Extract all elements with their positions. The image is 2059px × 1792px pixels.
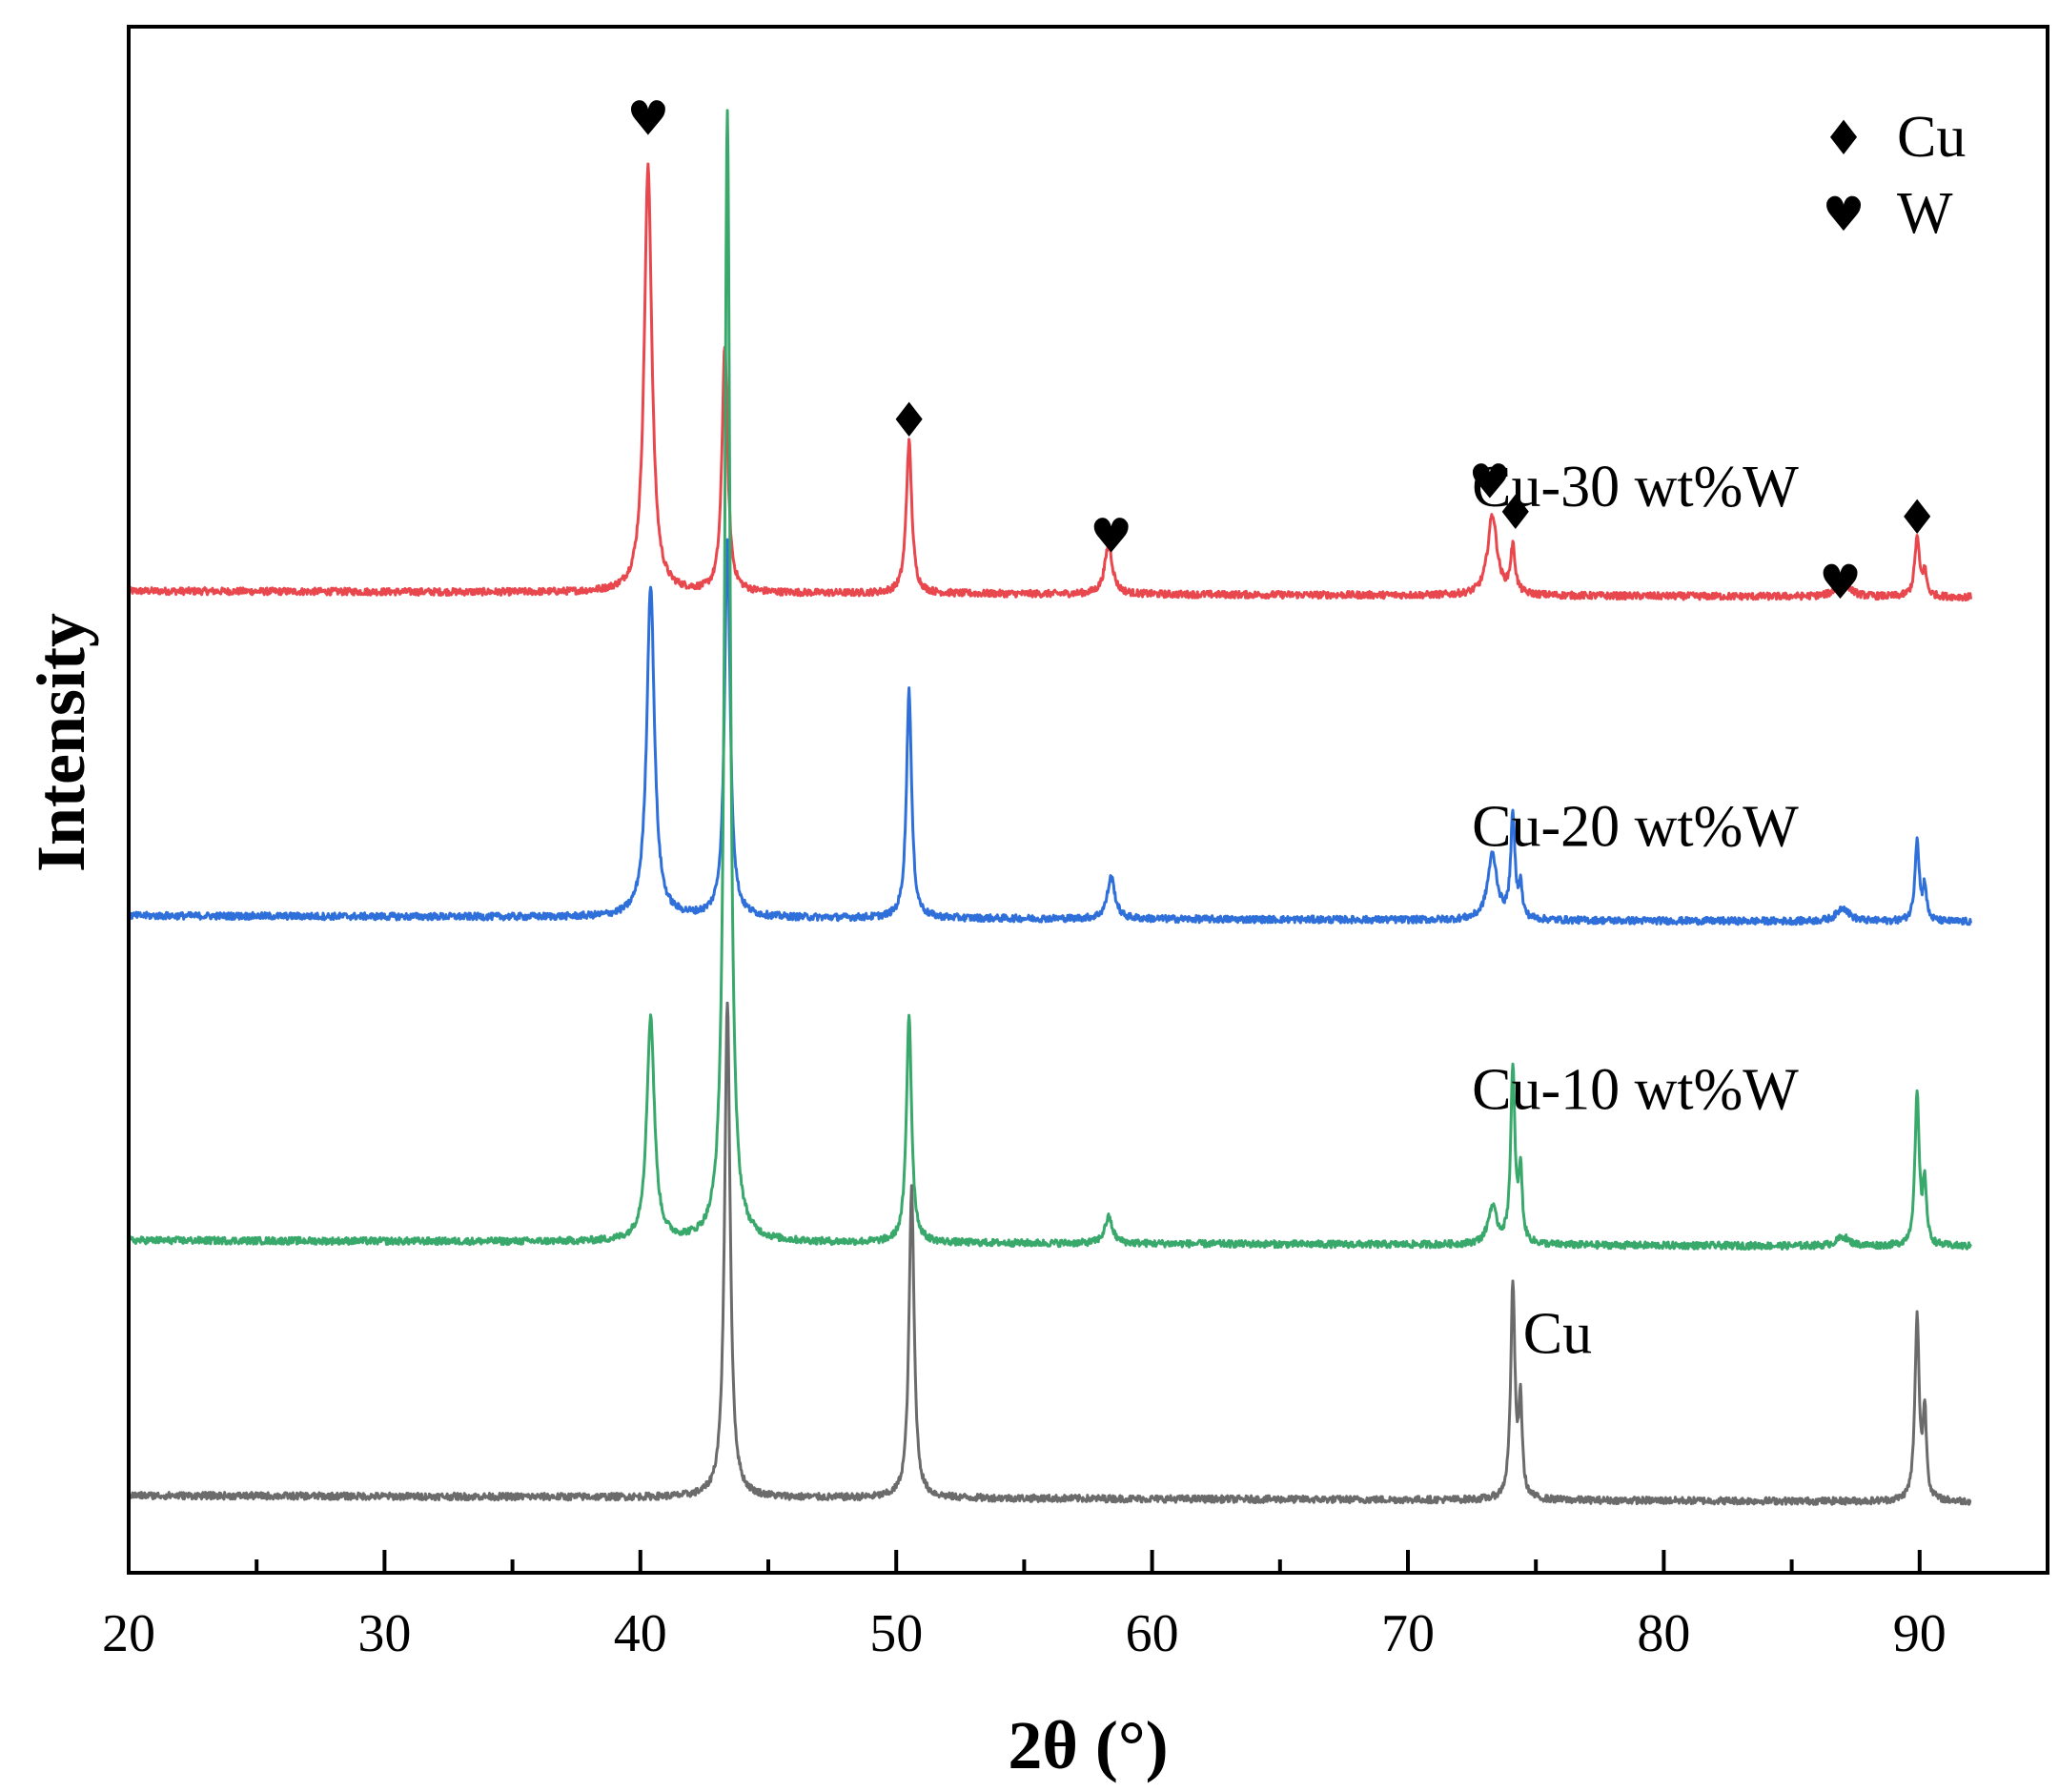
- marker-layer: ♥♦♦♥♥♦♥♦: [626, 0, 1938, 610]
- series-label: Cu-10 wt%W: [1472, 1057, 1799, 1122]
- cu-peak-marker: ♦: [706, 0, 749, 8]
- legend-label: W: [1897, 181, 1953, 246]
- x-tick-label: 50: [869, 1604, 923, 1663]
- series-line-cu-10-wt-w: [127, 109, 1972, 1251]
- series-label: Cu: [1523, 1302, 1592, 1367]
- x-tick-label: 20: [102, 1604, 155, 1663]
- w-peak-marker: ♥: [1468, 455, 1511, 510]
- x-tick-label: 70: [1381, 1604, 1435, 1663]
- legend-label: Cu: [1897, 105, 1966, 170]
- x-tick-label: 60: [1126, 1604, 1179, 1663]
- plot-frame: [127, 25, 2049, 1575]
- cu-peak-marker: ♦: [887, 393, 930, 448]
- w-peak-marker: ♥: [626, 92, 669, 147]
- series-line-cu-20-wt-w: [127, 538, 1972, 927]
- x-tick-label: 80: [1637, 1604, 1690, 1663]
- series-line-cu: [127, 1001, 1972, 1506]
- w-peak-marker: ♥: [1090, 508, 1132, 563]
- series-line-cu-30-wt-w: [127, 162, 1972, 602]
- series-layer: [127, 109, 1972, 1506]
- x-tick-label: 90: [1893, 1604, 1947, 1663]
- legend-symbol: ♥: [1823, 187, 1865, 242]
- cu-peak-marker: ♦: [1494, 485, 1537, 540]
- w-peak-marker: ♥: [1819, 555, 1862, 610]
- x-tick-label: 40: [614, 1604, 667, 1663]
- legend: ♦ Cu ♥ W: [1823, 105, 1967, 246]
- series-label: Cu-30 wt%W: [1472, 455, 1799, 519]
- series-label-layer: Cu-30 wt%W Cu-20 wt%W Cu-10 wt%W Cu: [1472, 455, 1799, 1367]
- x-tick-label: 30: [357, 1604, 411, 1663]
- y-axis-title: Intensity: [23, 613, 99, 872]
- cu-peak-marker: ♦: [1896, 490, 1939, 545]
- legend-symbol: ♦: [1823, 111, 1865, 166]
- tick-layer: 20 30 40 50 60 70 80 90: [102, 1550, 1947, 1663]
- series-label: Cu-20 wt%W: [1472, 795, 1799, 860]
- x-axis-title: 2θ (°): [1008, 1707, 1168, 1783]
